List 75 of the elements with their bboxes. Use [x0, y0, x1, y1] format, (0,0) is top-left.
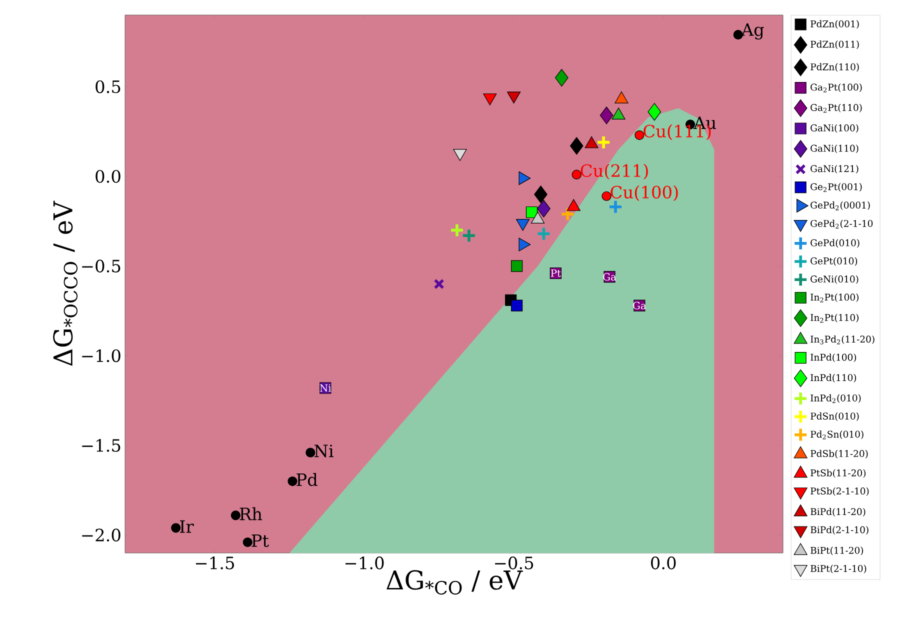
legend-label: InPd$_{2}$(010) — [810, 394, 861, 404]
point — [288, 476, 298, 486]
data-label: Ag — [741, 23, 764, 40]
point — [230, 510, 240, 520]
data-label: Ir — [180, 520, 194, 533]
point — [534, 186, 548, 204]
legend-label: PtSb(2-1-10) — [810, 487, 869, 496]
legend-label: GaNi(110) — [810, 144, 858, 154]
y-tick-label: −1.5 — [82, 438, 120, 452]
legend-label: GePd(010) — [810, 239, 860, 248]
point — [560, 206, 576, 222]
point — [600, 106, 614, 124]
point — [602, 191, 612, 201]
legend-label: PdSn(010) — [810, 412, 859, 421]
point — [572, 170, 582, 180]
legend-label: In$_{2}$Pt(110) — [810, 314, 858, 323]
legend-label: BiPt(2-1-10) — [810, 564, 866, 574]
point — [434, 278, 444, 290]
point — [511, 300, 523, 312]
legend-label: In$_{2}$Pt(100) — [810, 293, 858, 302]
point — [242, 537, 252, 548]
point — [536, 226, 552, 242]
legend-label: GePd$_{2}$(0001) — [810, 201, 870, 210]
legend-label: GePt(010) — [810, 257, 858, 266]
point — [462, 228, 476, 243]
data-label: Ni — [314, 444, 334, 458]
y-tick-label: −2.0 — [82, 528, 120, 542]
legend-label: BiPd(2-1-10) — [810, 526, 868, 535]
legend-label: Ga$_{2}$Pt(100) — [810, 84, 862, 92]
legend-label: PdZn(001) — [810, 20, 859, 29]
point — [634, 130, 644, 140]
legend-label: InPd(100) — [810, 354, 856, 362]
data-label: Pt — [252, 534, 269, 548]
legend-label: GePd$_{2}$(2-1-10 — [810, 220, 873, 229]
data-label: Pd — [296, 472, 318, 486]
y-tick-label: −0.5 — [82, 260, 120, 272]
point — [537, 200, 550, 218]
legend-label: PtSb(11-20) — [810, 469, 866, 478]
point — [733, 30, 743, 40]
y-tick-label: 0.5 — [96, 80, 120, 94]
point — [171, 523, 181, 533]
legend-label: PdSb(11-20) — [810, 450, 868, 458]
data-label: Cu(100) — [610, 185, 678, 201]
data-label: Cu(211) — [580, 164, 648, 180]
legend-label: BiPt(11-20) — [810, 546, 864, 556]
legend-label: GeNi(010) — [810, 275, 858, 284]
x-tick-label: −1.5 — [196, 556, 234, 570]
x-axis-title: ΔG$_{*CO}$ / eV — [386, 570, 523, 595]
data-label: Ni — [320, 384, 332, 392]
x-tick-label: −1.0 — [346, 556, 384, 570]
y-tick-label: −1.0 — [82, 349, 120, 362]
point — [555, 68, 568, 87]
point — [511, 260, 523, 272]
point — [306, 448, 316, 458]
y-axis-title: ΔG$_{*OCCO}$ / eV — [53, 200, 78, 366]
data-label: Pt — [550, 270, 561, 277]
x-tick-label: 0.0 — [651, 556, 676, 570]
legend-label: GaNi(121) — [810, 164, 858, 174]
legend-label: Pd$_{2}$Sn(010) — [810, 430, 864, 440]
legend-label: PdZn(011) — [810, 40, 859, 50]
point — [450, 222, 464, 238]
point — [570, 137, 584, 155]
legend-label: Ga$_{2}$Pt(110) — [810, 104, 862, 113]
x-tick-label: −0.5 — [495, 556, 534, 570]
point — [526, 206, 538, 218]
y-tick-label: 0.0 — [96, 170, 120, 183]
legend-label: GaNi(100) — [810, 124, 858, 133]
point — [596, 134, 611, 150]
point — [648, 103, 662, 121]
legend-label: Ge$_{2}$Pt(001) — [810, 183, 862, 192]
legend-label: PdZn(110) — [810, 63, 859, 72]
legend-label: InPd(110) — [810, 374, 856, 382]
data-label: Rh — [240, 507, 262, 520]
legend-label: In$_{3}$Pd$_{2}$(11-20) — [810, 335, 874, 344]
legend-label: BiPd(11-20) — [810, 508, 866, 516]
